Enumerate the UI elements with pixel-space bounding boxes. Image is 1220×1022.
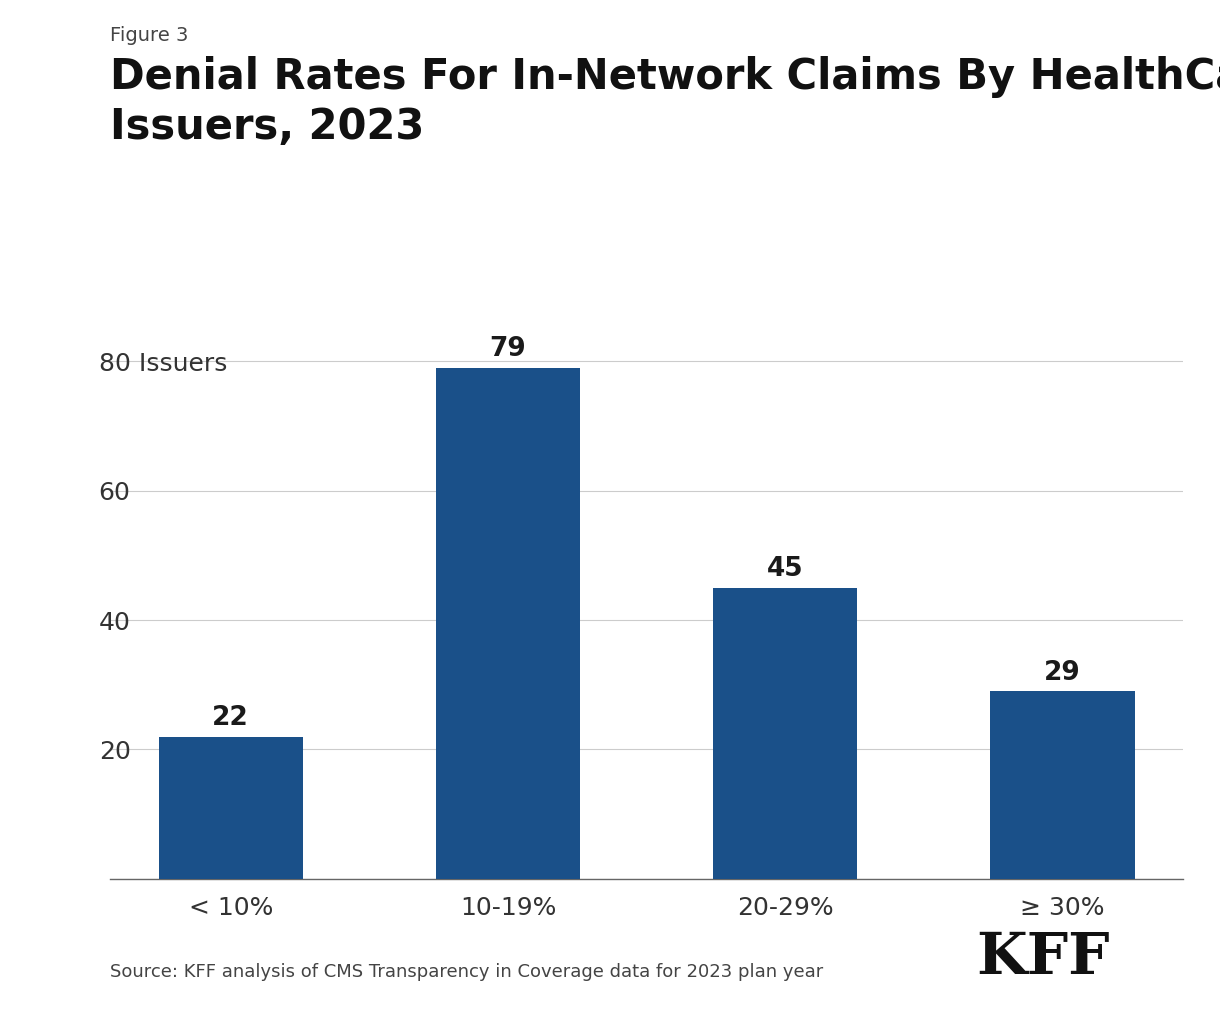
Bar — [159, 737, 303, 879]
Text: 45: 45 — [767, 556, 804, 583]
Bar — [436, 368, 580, 879]
Bar — [991, 691, 1135, 879]
Text: 79: 79 — [489, 336, 526, 363]
Text: 22: 22 — [212, 705, 249, 732]
Bar — [714, 588, 858, 879]
Text: Figure 3: Figure 3 — [110, 26, 188, 45]
Text: Denial Rates For In-Network Claims By HealthCare.gov
Issuers, 2023: Denial Rates For In-Network Claims By He… — [110, 56, 1220, 148]
Text: 29: 29 — [1044, 660, 1081, 686]
Text: Source: KFF analysis of CMS Transparency in Coverage data for 2023 plan year: Source: KFF analysis of CMS Transparency… — [110, 963, 824, 981]
Text: KFF: KFF — [977, 930, 1110, 986]
